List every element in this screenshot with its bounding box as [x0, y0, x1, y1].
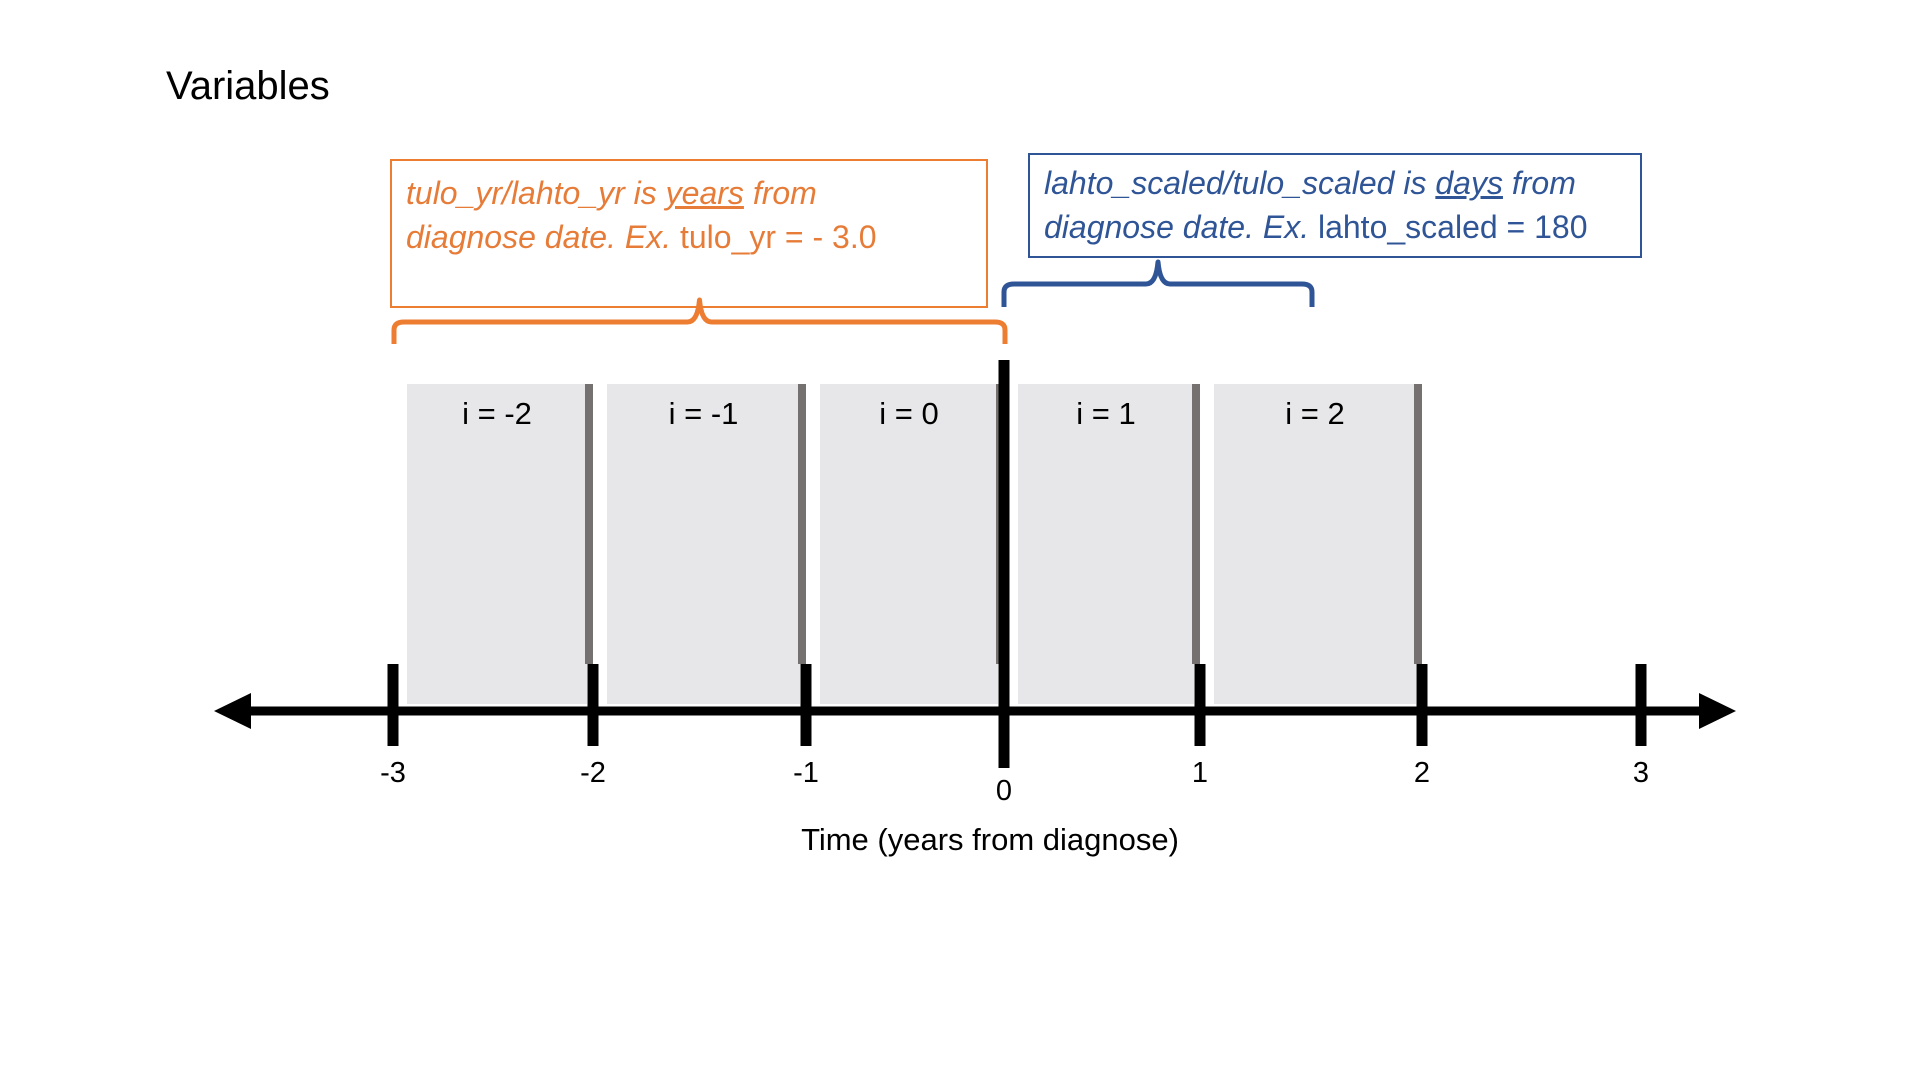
orange-note-line1: tulo_yr/lahto_yr is years from	[406, 171, 986, 215]
interval-fill	[1214, 384, 1416, 704]
interval-fill	[607, 384, 800, 704]
orange-note-line2: diagnose date. Ex. tulo_yr = - 3.0	[406, 215, 986, 259]
interval-fill	[820, 384, 998, 704]
tick-label: -1	[793, 757, 819, 789]
interval-label: i = -2	[462, 396, 532, 431]
tick-label: 0	[996, 775, 1012, 807]
blue-note-underlined: days	[1435, 165, 1503, 201]
orange-note-text-2: from	[743, 175, 817, 211]
tick-label: 3	[1633, 757, 1649, 789]
orange-note-box: tulo_yr/lahto_yr is years from diagnose …	[390, 159, 988, 308]
time-axis	[214, 693, 1736, 729]
interval-block: i = 0	[820, 384, 1004, 704]
blue-brace	[1001, 259, 1315, 307]
interval-label: i = -1	[669, 396, 739, 431]
orange-note-example: tulo_yr = - 3.0	[671, 219, 877, 255]
axis-ticks: -3 -2 -1 0 1 2 3	[380, 360, 1649, 807]
interval-block: i = 1	[1018, 384, 1200, 704]
interval-label: i = 2	[1285, 396, 1344, 431]
axis-arrow-left	[214, 693, 251, 729]
blue-note-example: lahto_scaled = 180	[1309, 209, 1588, 245]
orange-note-text-3: diagnose date. Ex.	[406, 219, 672, 255]
interval-label: i = 0	[879, 396, 938, 431]
interval-blocks: i = -2 i = -1 i = 0 i = 1 i = 2	[407, 384, 1422, 704]
interval-fill	[1018, 384, 1194, 704]
interval-label: i = 1	[1076, 396, 1135, 431]
orange-note-underlined: years	[665, 175, 744, 211]
blue-note-line1: lahto_scaled/tulo_scaled is days from	[1044, 161, 1640, 205]
interval-block: i = -2	[407, 384, 593, 704]
interval-block: i = -1	[607, 384, 806, 704]
orange-note-text-1: tulo_yr/lahto_yr is	[406, 175, 666, 211]
blue-note-text-2: from	[1502, 165, 1576, 201]
blue-note-text-3: diagnose date. Ex.	[1044, 209, 1310, 245]
slide-title: Variables	[166, 64, 330, 108]
tick-label: 1	[1192, 757, 1208, 789]
blue-note-line2: diagnose date. Ex. lahto_scaled = 180	[1044, 205, 1640, 249]
tick-label: -2	[580, 757, 606, 789]
interval-block: i = 2	[1214, 384, 1422, 704]
blue-note-text-1: lahto_scaled/tulo_scaled is	[1044, 165, 1436, 201]
orange-brace	[391, 297, 1008, 344]
axis-arrow-right	[1699, 693, 1736, 729]
tick-label: -3	[380, 757, 406, 789]
blue-note-box: lahto_scaled/tulo_scaled is days from di…	[1028, 153, 1642, 258]
tick-label: 2	[1414, 757, 1430, 789]
interval-fill	[407, 384, 587, 704]
braces	[391, 259, 1315, 344]
axis-label: Time (years from diagnose)	[801, 822, 1179, 857]
